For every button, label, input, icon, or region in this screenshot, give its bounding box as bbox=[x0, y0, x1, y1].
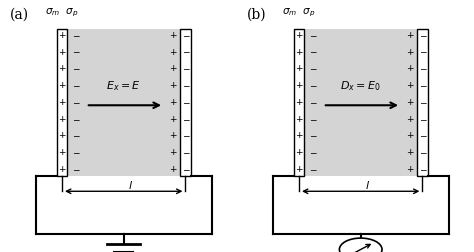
Text: +: + bbox=[58, 47, 66, 56]
Text: (b): (b) bbox=[246, 8, 266, 21]
Text: $l$: $l$ bbox=[128, 178, 133, 190]
Text: +: + bbox=[169, 81, 177, 90]
Text: −: − bbox=[419, 131, 426, 140]
Text: −: − bbox=[419, 148, 426, 157]
Text: −: − bbox=[182, 131, 189, 140]
Text: −: − bbox=[72, 31, 80, 40]
Text: +: + bbox=[406, 81, 414, 90]
Text: −: − bbox=[72, 81, 80, 90]
Text: −: − bbox=[72, 64, 80, 73]
Text: −: − bbox=[419, 64, 426, 73]
Text: −: − bbox=[309, 131, 317, 140]
Text: +: + bbox=[169, 98, 177, 107]
Text: +: + bbox=[58, 164, 66, 173]
Text: $\sigma_m$  $\sigma_p$: $\sigma_m$ $\sigma_p$ bbox=[45, 6, 78, 19]
Text: −: − bbox=[309, 114, 317, 123]
Text: +: + bbox=[295, 31, 303, 40]
Text: +: + bbox=[406, 131, 414, 140]
Text: −: − bbox=[419, 98, 426, 107]
Text: $E_x=E$: $E_x=E$ bbox=[106, 79, 141, 92]
Text: −: − bbox=[182, 31, 189, 40]
Text: −: − bbox=[72, 47, 80, 56]
Text: −: − bbox=[309, 47, 317, 56]
Text: (a): (a) bbox=[9, 8, 28, 21]
Text: +: + bbox=[295, 47, 303, 56]
Text: −: − bbox=[182, 98, 189, 107]
Text: +: + bbox=[406, 31, 414, 40]
Bar bbox=[304, 30, 417, 176]
Text: −: − bbox=[309, 31, 317, 40]
Text: +: + bbox=[58, 114, 66, 123]
Text: +: + bbox=[406, 47, 414, 56]
Text: −: − bbox=[182, 114, 189, 123]
Text: +: + bbox=[58, 148, 66, 157]
Bar bbox=[294, 30, 304, 176]
Text: +: + bbox=[169, 131, 177, 140]
Text: −: − bbox=[72, 164, 80, 173]
Text: +: + bbox=[58, 98, 66, 107]
Text: −: − bbox=[419, 81, 426, 90]
Text: +: + bbox=[58, 81, 66, 90]
Bar bbox=[180, 30, 191, 176]
Text: +: + bbox=[58, 131, 66, 140]
Text: +: + bbox=[295, 64, 303, 73]
Text: +: + bbox=[169, 47, 177, 56]
Text: +: + bbox=[406, 164, 414, 173]
Text: +: + bbox=[406, 64, 414, 73]
Text: −: − bbox=[309, 98, 317, 107]
Text: +: + bbox=[406, 114, 414, 123]
Bar bbox=[57, 30, 67, 176]
Text: +: + bbox=[406, 148, 414, 157]
Text: +: + bbox=[295, 98, 303, 107]
Text: −: − bbox=[182, 64, 189, 73]
Text: −: − bbox=[72, 114, 80, 123]
Text: −: − bbox=[72, 148, 80, 157]
Text: +: + bbox=[169, 164, 177, 173]
Text: $D_x=E_0$: $D_x=E_0$ bbox=[340, 79, 381, 92]
Text: −: − bbox=[419, 47, 426, 56]
Text: +: + bbox=[295, 81, 303, 90]
Text: +: + bbox=[58, 31, 66, 40]
Text: $l$: $l$ bbox=[365, 178, 370, 190]
Text: +: + bbox=[169, 31, 177, 40]
Text: $\sigma_m$  $\sigma_p$: $\sigma_m$ $\sigma_p$ bbox=[282, 6, 315, 19]
Text: −: − bbox=[182, 81, 189, 90]
Text: −: − bbox=[309, 81, 317, 90]
Text: +: + bbox=[406, 98, 414, 107]
Text: +: + bbox=[295, 131, 303, 140]
Text: +: + bbox=[295, 164, 303, 173]
Text: −: − bbox=[419, 114, 426, 123]
Text: +: + bbox=[169, 148, 177, 157]
Text: −: − bbox=[309, 64, 317, 73]
Text: −: − bbox=[182, 164, 189, 173]
Text: +: + bbox=[169, 64, 177, 73]
Text: −: − bbox=[309, 148, 317, 157]
Text: −: − bbox=[419, 31, 426, 40]
Text: −: − bbox=[72, 98, 80, 107]
Circle shape bbox=[339, 238, 382, 252]
Text: −: − bbox=[182, 148, 189, 157]
Text: +: + bbox=[295, 114, 303, 123]
Bar bbox=[417, 30, 428, 176]
Text: +: + bbox=[295, 148, 303, 157]
Text: +: + bbox=[169, 114, 177, 123]
Text: −: − bbox=[72, 131, 80, 140]
Text: −: − bbox=[309, 164, 317, 173]
Text: −: − bbox=[182, 47, 189, 56]
Bar bbox=[67, 30, 180, 176]
Text: +: + bbox=[58, 64, 66, 73]
Text: −: − bbox=[419, 164, 426, 173]
